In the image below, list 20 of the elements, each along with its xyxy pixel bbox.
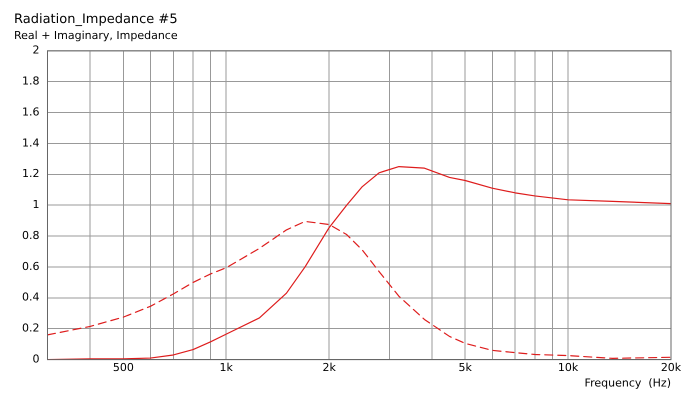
y-tick-label: 2 bbox=[32, 44, 40, 57]
y-tick-label: 1.2 bbox=[22, 167, 40, 180]
x-tick-label: 500 bbox=[112, 361, 134, 374]
y-tick-label: 0.4 bbox=[22, 290, 40, 304]
y-tick-label: 0 bbox=[32, 352, 40, 366]
chart-subtitle: Real + Imaginary, Impedance bbox=[14, 29, 178, 42]
x-tick-label: 2k bbox=[322, 361, 336, 374]
y-tick-label: 1.4 bbox=[22, 136, 40, 150]
x-tick-label: 1k bbox=[220, 361, 234, 374]
y-tick-label: 1 bbox=[32, 198, 40, 212]
x-axis-title: Frequency (Hz) bbox=[584, 376, 671, 390]
x-tick-label: 20k bbox=[660, 361, 682, 374]
chart-title: Radiation_Impedance #5 bbox=[14, 12, 178, 28]
y-tick-label: 0.2 bbox=[22, 322, 40, 335]
x-tick-label: 5k bbox=[458, 361, 472, 374]
x-tick-label: 10k bbox=[558, 361, 579, 374]
y-tick-label: 0.8 bbox=[22, 228, 40, 242]
y-tick-label: 1.6 bbox=[22, 105, 40, 118]
y-tick-label: 0.6 bbox=[22, 260, 40, 273]
y-tick-label: 1.8 bbox=[22, 74, 40, 88]
